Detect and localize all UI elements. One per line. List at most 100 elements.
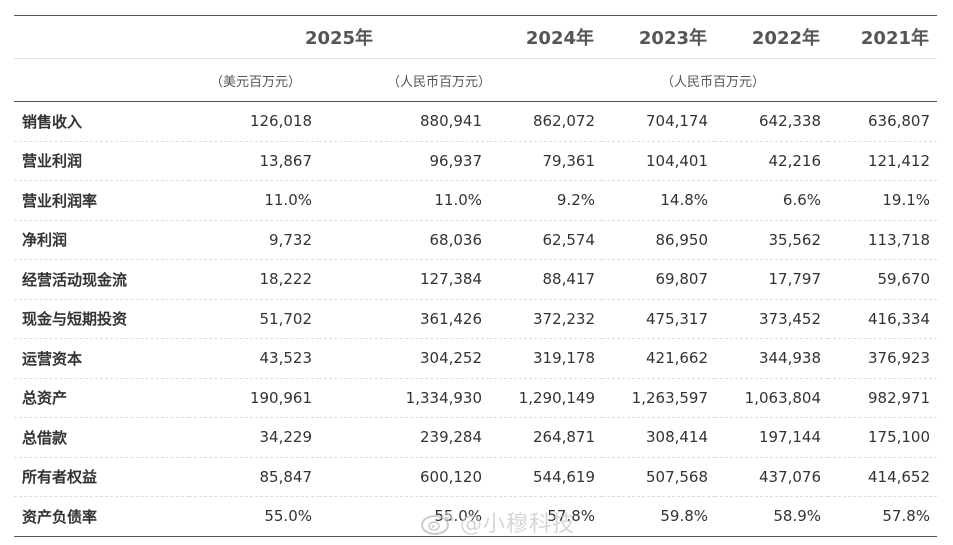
- value-cell: 6.6%: [715, 180, 829, 221]
- value-cell: 416,334: [828, 299, 938, 339]
- value-cell: 13,867: [189, 141, 319, 181]
- value-cell: 113,718: [828, 220, 938, 260]
- value-cell: 197,144: [715, 417, 829, 458]
- value-cell: 14.8%: [602, 180, 716, 221]
- row-label: 总借款: [14, 417, 189, 458]
- value-cell: 121,412: [828, 141, 938, 181]
- unit-empty-cell: [14, 58, 189, 102]
- value-cell: 85,847: [189, 457, 319, 497]
- value-cell: 361,426: [319, 299, 490, 339]
- value-cell: 642,338: [715, 101, 829, 142]
- financial-summary-table: 2025年 2024年 2023年 2022年 2021年 （美元百万元） （人…: [14, 15, 938, 537]
- row-label: 所有者权益: [14, 457, 189, 497]
- value-cell: 264,871: [489, 417, 603, 458]
- value-cell: 96,937: [319, 141, 490, 181]
- table-row: 现金与短期投资 51,702 361,426 372,232 475,317 373,45…: [14, 299, 938, 339]
- row-label: 资产负债率: [14, 496, 189, 537]
- value-cell: 88,417: [489, 259, 603, 300]
- value-cell: 704,174: [602, 101, 716, 142]
- year-header-2024: 2024年: [489, 15, 603, 59]
- value-cell: 239,284: [319, 417, 490, 458]
- table-row: 净利润 9,732 68,036 62,574 86,950 35,562 113,718: [14, 220, 938, 260]
- value-cell: 43,523: [189, 338, 319, 379]
- value-cell: 57.8%: [489, 496, 603, 537]
- year-header-2025: 2025年: [189, 15, 490, 59]
- value-cell: 982,971: [828, 378, 938, 418]
- row-label: 营业利润率: [14, 180, 189, 221]
- table-row: 所有者权益 85,847 600,120 544,619 507,568 437,076 4…: [14, 457, 938, 497]
- value-cell: 304,252: [319, 338, 490, 379]
- table-row: 销售收入 126,018 880,941 862,072 704,174 642,338 6…: [14, 101, 938, 142]
- unit-usd-label: （美元百万元）: [189, 58, 319, 102]
- value-cell: 862,072: [489, 101, 603, 142]
- value-cell: 19.1%: [828, 180, 938, 221]
- value-cell: 68,036: [319, 220, 490, 260]
- value-cell: 55.0%: [189, 496, 319, 537]
- value-cell: 308,414: [602, 417, 716, 458]
- value-cell: 373,452: [715, 299, 829, 339]
- table-row: 资产负债率 55.0% 55.0% 57.8% 59.8% 58.9% 57.8%: [14, 496, 938, 537]
- year-header-2022: 2022年: [715, 15, 829, 59]
- table-row: 营业利润率 11.0% 11.0% 9.2% 14.8% 6.6% 19.1%: [14, 180, 938, 221]
- table-row: 总资产 190,961 1,334,930 1,290,149 1,263,597 1,0…: [14, 378, 938, 418]
- unit-rmb-history-label: （人民币百万元）: [489, 58, 938, 102]
- value-cell: 104,401: [602, 141, 716, 181]
- value-cell: 17,797: [715, 259, 829, 300]
- value-cell: 11.0%: [319, 180, 490, 221]
- table-row: 营业利润 13,867 96,937 79,361 104,401 42,216 121,4…: [14, 141, 938, 181]
- value-cell: 1,334,930: [319, 378, 490, 418]
- value-cell: 34,229: [189, 417, 319, 458]
- value-cell: 544,619: [489, 457, 603, 497]
- value-cell: 1,263,597: [602, 378, 716, 418]
- value-cell: 880,941: [319, 101, 490, 142]
- row-label: 营业利润: [14, 141, 189, 181]
- header-empty-cell: [14, 15, 189, 59]
- value-cell: 600,120: [319, 457, 490, 497]
- value-cell: 1,290,149: [489, 378, 603, 418]
- value-cell: 1,063,804: [715, 378, 829, 418]
- value-cell: 127,384: [319, 259, 490, 300]
- value-cell: 9.2%: [489, 180, 603, 221]
- row-label: 销售收入: [14, 101, 189, 142]
- year-header-2021: 2021年: [828, 15, 938, 59]
- row-label: 经营活动现金流: [14, 259, 189, 300]
- value-cell: 62,574: [489, 220, 603, 260]
- value-cell: 636,807: [828, 101, 938, 142]
- year-header-2023: 2023年: [602, 15, 716, 59]
- value-cell: 35,562: [715, 220, 829, 260]
- value-cell: 319,178: [489, 338, 603, 379]
- value-cell: 57.8%: [828, 496, 938, 537]
- year-header-row: 2025年 2024年 2023年 2022年 2021年: [14, 15, 938, 59]
- row-label: 现金与短期投资: [14, 299, 189, 339]
- table-row: 运营资本 43,523 304,252 319,178 421,662 344,938 37…: [14, 338, 938, 379]
- value-cell: 175,100: [828, 417, 938, 458]
- value-cell: 18,222: [189, 259, 319, 300]
- row-label: 运营资本: [14, 338, 189, 379]
- value-cell: 69,807: [602, 259, 716, 300]
- value-cell: 42,216: [715, 141, 829, 181]
- value-cell: 376,923: [828, 338, 938, 379]
- value-cell: 372,232: [489, 299, 603, 339]
- value-cell: 421,662: [602, 338, 716, 379]
- financial-table-container: 2025年 2024年 2023年 2022年 2021年 （美元百万元） （人…: [14, 15, 938, 537]
- unit-header-row: （美元百万元） （人民币百万元） （人民币百万元）: [14, 58, 938, 102]
- value-cell: 59.8%: [602, 496, 716, 537]
- table-body: 销售收入 126,018 880,941 862,072 704,174 642,338 6…: [14, 101, 938, 537]
- table-row: 经营活动现金流 18,222 127,384 88,417 69,807 17,797 59…: [14, 259, 938, 300]
- value-cell: 79,361: [489, 141, 603, 181]
- value-cell: 507,568: [602, 457, 716, 497]
- row-label: 净利润: [14, 220, 189, 260]
- value-cell: 11.0%: [189, 180, 319, 221]
- unit-rmb-2025-label: （人民币百万元）: [319, 58, 491, 102]
- value-cell: 9,732: [189, 220, 319, 260]
- value-cell: 86,950: [602, 220, 716, 260]
- value-cell: 437,076: [715, 457, 829, 497]
- value-cell: 190,961: [189, 378, 319, 418]
- value-cell: 344,938: [715, 338, 829, 379]
- table-row: 总借款 34,229 239,284 264,871 308,414 197,144 175…: [14, 417, 938, 458]
- value-cell: 414,652: [828, 457, 938, 497]
- value-cell: 58.9%: [715, 496, 829, 537]
- value-cell: 126,018: [189, 101, 319, 142]
- value-cell: 55.0%: [319, 496, 490, 537]
- value-cell: 59,670: [828, 259, 938, 300]
